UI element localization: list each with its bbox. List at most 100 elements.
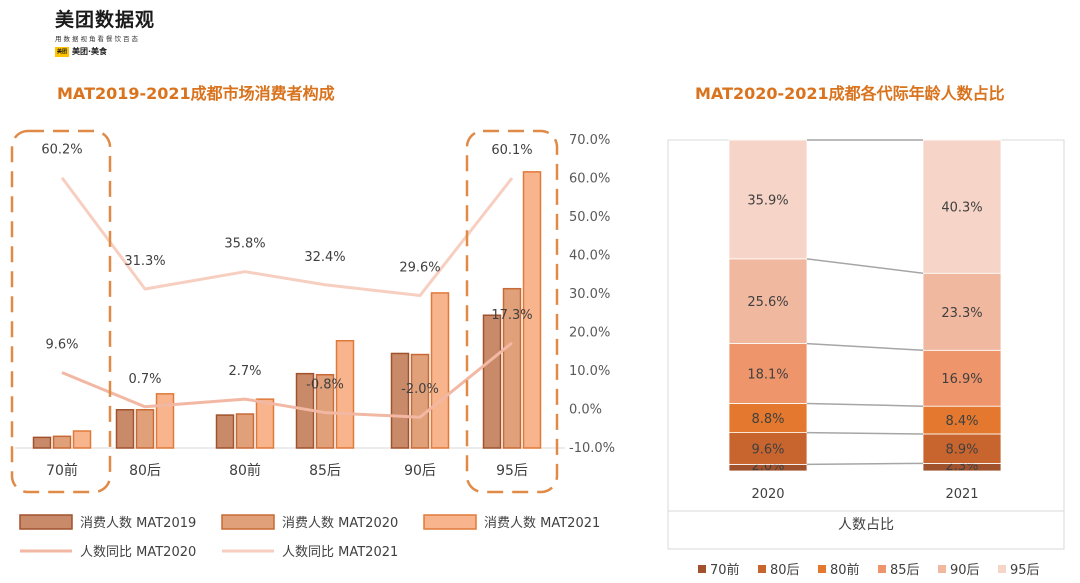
legend-swatch (938, 565, 946, 573)
brand-logo: 美团数据观 用数据视角看餐饮百态 美团 美团·美食 (55, 8, 175, 57)
connector-line (806, 431, 924, 435)
meituan-badge-icon: 美团 (55, 46, 70, 57)
stacked-bar-segment (922, 272, 1002, 351)
stacked-bar-segment (728, 343, 808, 404)
data-label: -2.0% (401, 382, 439, 397)
x-tick-label: 2021 (945, 487, 978, 502)
legend-swatch (758, 565, 766, 573)
data-label: 29.6% (399, 261, 440, 276)
bar (72, 430, 92, 449)
bar (502, 287, 522, 449)
legend-label: 消费人数 MAT2019 (80, 516, 196, 531)
stacked-bar-segment (728, 139, 808, 260)
data-label: 60.1% (491, 143, 532, 158)
segment-label: 8.9% (945, 443, 978, 458)
data-label: 17.3% (491, 308, 532, 323)
segment-label: 35.9% (747, 193, 788, 208)
legend-label: 80后 (770, 563, 800, 578)
connector-line (806, 342, 924, 352)
data-label: 31.3% (124, 254, 165, 269)
segment-label: 18.1% (747, 368, 788, 383)
left-chart-title: MAT2019-2021成都市场消费者构成 (57, 84, 335, 103)
chart-frame (667, 139, 1065, 550)
stacked-bar-segment (922, 405, 1002, 435)
bar (215, 414, 235, 449)
y2-tick-label: 70.0% (569, 133, 610, 148)
bar (155, 393, 175, 449)
series-line (60, 176, 514, 298)
x-tick-label: 95后 (496, 463, 528, 479)
bar (32, 436, 52, 449)
highlight-box-95hou (465, 129, 559, 494)
data-label: 35.8% (224, 237, 265, 252)
x-axis-title: 人数占比 (838, 517, 894, 533)
legend-label: 消费人数 MAT2020 (282, 516, 398, 531)
segment-label: 40.3% (941, 201, 982, 216)
data-label: -0.8% (306, 378, 344, 393)
brand-title: 美团数据观 (55, 9, 156, 31)
bar (410, 353, 430, 449)
data-label: 60.2% (41, 143, 82, 158)
y2-tick-label: 20.0% (569, 326, 610, 341)
y2-tick-label: 10.0% (569, 364, 610, 379)
legend-label: 95后 (1010, 563, 1040, 578)
connector-line (806, 402, 924, 407)
legend-swatch (221, 514, 275, 530)
legend-swatch (698, 565, 706, 573)
data-label: 32.4% (304, 250, 345, 265)
segment-label: 25.6% (747, 295, 788, 310)
stacked-bar-segment (922, 433, 1002, 464)
x-tick-label: 85后 (309, 463, 341, 479)
bar (52, 435, 72, 449)
stacked-bar-segment (728, 432, 808, 465)
x-tick-label: 80前 (229, 462, 261, 479)
legend-label: 人数同比 MAT2020 (80, 545, 196, 560)
right-chart-title: MAT2020-2021成都各代际年龄人数占比 (695, 84, 1005, 103)
bar (522, 171, 542, 449)
brand-row: 美团 美团·美食 (55, 46, 175, 57)
connector-line (806, 462, 924, 466)
bar (235, 413, 255, 449)
y2-tick-label: 60.0% (569, 172, 610, 187)
segment-label: 8.8% (751, 412, 784, 427)
brand-subtitle: 用数据视角看餐饮百态 (55, 35, 140, 43)
legend-label: 85后 (890, 563, 920, 578)
segment-label: 23.3% (941, 306, 982, 321)
legend-label: 70前 (710, 562, 740, 578)
y2-tick-label: 0.0% (569, 403, 602, 418)
stacked-bar-segment (922, 139, 1002, 274)
legend-swatch (818, 565, 826, 573)
series-line (61, 341, 513, 419)
x-tick-label: 90后 (404, 463, 436, 479)
bar (335, 339, 355, 449)
bar (115, 409, 135, 449)
bar (390, 352, 410, 449)
connector-line (806, 258, 924, 275)
x-tick-label: 70前 (46, 462, 78, 479)
stacked-bar-segment (922, 349, 1002, 407)
segment-label: 9.6% (751, 442, 784, 457)
stacked-bar-segment (728, 403, 808, 434)
legend-swatch (878, 565, 886, 573)
data-label: 2.7% (228, 364, 261, 379)
bar (135, 409, 155, 449)
data-label: 0.7% (128, 372, 161, 387)
y2-tick-label: 50.0% (569, 210, 610, 225)
y2-tick-label: 30.0% (569, 287, 610, 302)
bar (255, 398, 275, 449)
legend-label: 人数同比 MAT2021 (282, 545, 398, 560)
x-tick-label: 80后 (129, 463, 161, 479)
bar (430, 292, 450, 449)
y2-tick-label: 40.0% (569, 249, 610, 264)
y2-tick-label: -10.0% (569, 441, 615, 456)
legend-swatch (19, 514, 73, 530)
legend-label: 90后 (950, 563, 980, 578)
x-tick-label: 2020 (751, 487, 784, 502)
segment-label: 16.9% (941, 372, 982, 387)
legend-label: 80前 (830, 562, 860, 578)
bar (482, 314, 502, 449)
brand-logo-text: 美团·美食 (72, 47, 108, 56)
highlight-box-70qian (10, 129, 112, 494)
segment-label: 8.4% (945, 414, 978, 429)
